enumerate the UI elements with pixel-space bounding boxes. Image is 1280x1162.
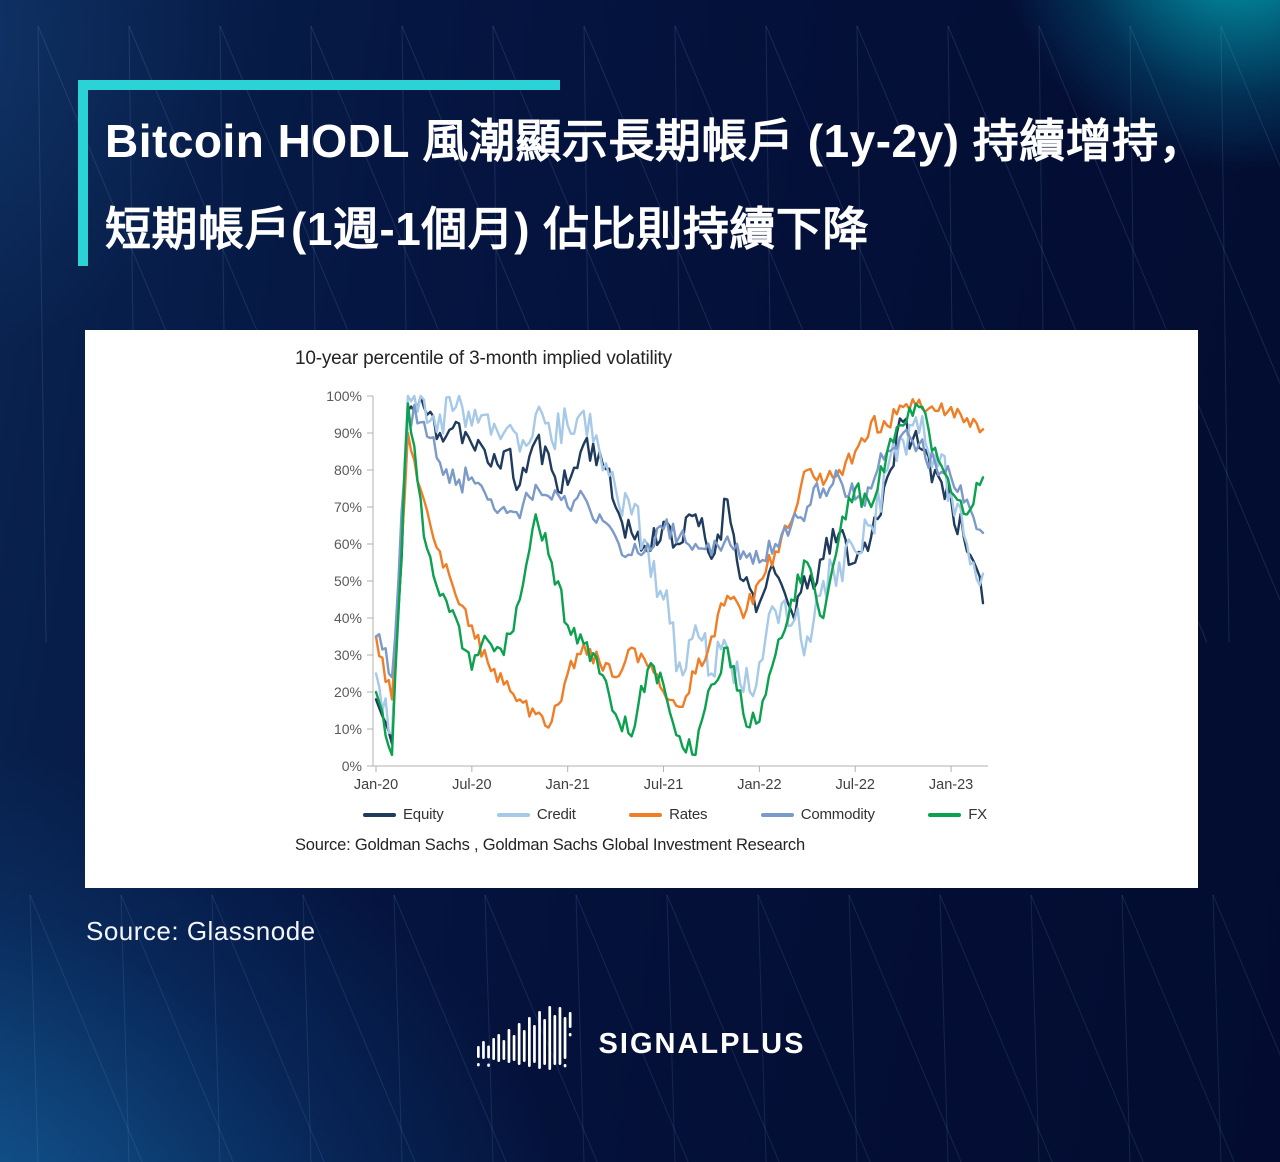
waveform-bar <box>502 1040 505 1060</box>
legend-item-fx: FX <box>928 806 987 823</box>
waveform-bar <box>517 1023 521 1065</box>
chart-wrap: 10-year percentile of 3-month implied vo… <box>293 344 1003 855</box>
waveform-bar <box>522 1030 526 1062</box>
signalplus-waveform-icon <box>476 1006 572 1070</box>
y-tick-label: 80% <box>334 462 362 478</box>
waveform-bar <box>512 1035 515 1061</box>
series-line-rates <box>374 397 985 729</box>
y-tick-label: 100% <box>326 388 362 404</box>
y-tick-label: 20% <box>334 684 362 700</box>
legend-label-commodity: Commodity <box>800 806 875 823</box>
waveform-bar <box>486 1045 490 1059</box>
y-tick-label: 30% <box>334 647 362 663</box>
legend-label-equity: Equity <box>403 806 444 823</box>
waveform-bar <box>496 1034 500 1062</box>
equity-line-swatch <box>363 812 396 817</box>
y-tick-label: 0% <box>342 758 362 774</box>
waveform-bar <box>558 1007 561 1065</box>
title-accent-bar-horizontal <box>78 80 560 90</box>
waveform-bar <box>532 1025 536 1063</box>
legend-label-rates: Rates <box>669 806 708 823</box>
page-title-line2: 短期帳戶(1週-1個月) 佔比則持續下降 <box>105 203 869 255</box>
x-tick-label: Jul-20 <box>452 777 492 793</box>
volatility-line-chart: 0% 10% 20% 30% 40% 50% 60% 70% 80% 90% 100% Jan-20 J… <box>326 388 988 793</box>
axes <box>367 395 988 772</box>
title-accent-bar-vertical <box>78 80 88 266</box>
page-title: Bitcoin HODL 風潮顯示長期帳戶 (1y-2y) 持續增持， 短期帳戶… <box>105 97 1245 273</box>
series-line-fx <box>374 402 985 757</box>
chart-panel: 10-year percentile of 3-month implied vo… <box>85 330 1198 888</box>
credit-line-swatch <box>496 812 530 817</box>
waveform-bar <box>481 1041 485 1059</box>
legend-item-commodity: Commodity <box>760 806 875 823</box>
waveform-bar <box>563 1017 566 1059</box>
series-line-credit <box>374 394 985 734</box>
x-tick-label: Jan-21 <box>546 777 590 793</box>
x-tick-label: Jul-21 <box>644 777 684 793</box>
legend-item-credit: Credit <box>496 806 576 823</box>
y-tick-label: 40% <box>334 610 362 626</box>
y-tick-label: 50% <box>334 573 362 589</box>
legend-label-fx: FX <box>968 806 987 823</box>
y-tick-label: 10% <box>334 721 362 737</box>
chart-legend: Equity Credit Rates Commodity FX <box>363 806 987 823</box>
chart-source-note: Source: Goldman Sachs , Goldman Sachs Gl… <box>295 836 805 854</box>
y-tick-label: 70% <box>334 499 362 515</box>
waveform-bar <box>568 1012 572 1028</box>
rates-line-swatch <box>629 812 663 817</box>
waveform-bar <box>537 1011 541 1069</box>
page-title-line1: Bitcoin HODL 風潮顯示長期帳戶 (1y-2y) 持續增持， <box>105 115 1206 167</box>
waveform-bar <box>553 1015 556 1065</box>
y-tick-label: 60% <box>334 536 362 552</box>
series-line-commodity <box>374 403 985 679</box>
waveform-dot <box>568 1033 572 1037</box>
waveform-bar <box>507 1029 510 1063</box>
x-tick-label: Jan-23 <box>929 777 973 793</box>
waveform-bar <box>547 1006 551 1070</box>
y-tick-label: 90% <box>334 425 362 441</box>
waveform-bar <box>527 1017 531 1067</box>
legend-item-equity: Equity <box>363 806 444 823</box>
waveform-dot <box>476 1063 480 1067</box>
legend-label-credit: Credit <box>536 806 576 823</box>
x-tick-label: Jul-22 <box>835 777 875 793</box>
fx-line-swatch <box>928 812 962 817</box>
signalplus-logo-text: SIGNALPLUS <box>598 1027 806 1060</box>
waveform-dot <box>563 1064 566 1068</box>
image-source-caption: Source: Glassnode <box>86 916 316 946</box>
commodity-line-swatch <box>760 812 794 817</box>
waveform-bar <box>476 1046 480 1058</box>
waveform-bar <box>491 1038 495 1060</box>
waveform-dot <box>486 1063 490 1067</box>
legend-item-rates: Rates <box>629 806 708 823</box>
x-tick-label: Jan-22 <box>737 777 781 793</box>
x-tick-label: Jan-20 <box>354 777 398 793</box>
chart-title: 10-year percentile of 3-month implied vo… <box>295 348 672 369</box>
waveform-bar <box>542 1019 546 1065</box>
signalplus-logo: SIGNALPLUS <box>0 1002 1280 1086</box>
